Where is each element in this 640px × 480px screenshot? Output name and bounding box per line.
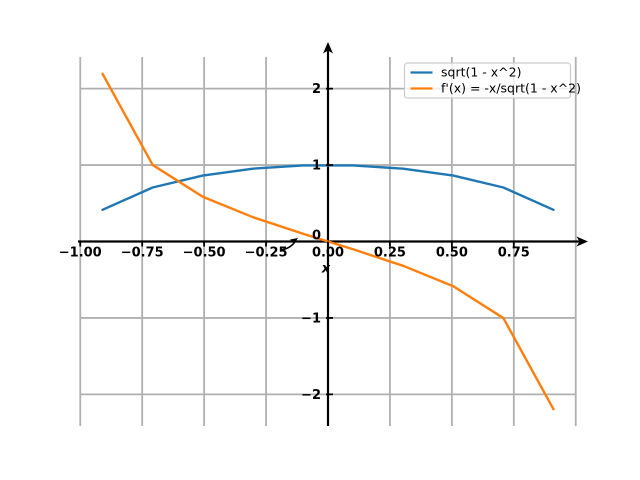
- x-tick-label: −0.25: [245, 246, 288, 261]
- y-tick-label: −1: [301, 311, 321, 326]
- x-tick-label: −0.75: [121, 246, 164, 261]
- x-tick-label: 0.00: [312, 246, 344, 261]
- annotation-arrowhead-icon: [290, 237, 299, 244]
- x-tick-label: −0.50: [183, 246, 226, 261]
- x-tick-label: 0.25: [374, 246, 406, 261]
- x-tick-label: −1.00: [59, 246, 102, 261]
- x-tick-label: 0.75: [498, 246, 530, 261]
- y-tick-label: 2: [312, 82, 321, 97]
- y-tick-label: −2: [301, 388, 321, 403]
- y-tick-label-zero: 0: [312, 229, 321, 244]
- x-axis-variable-label: x: [321, 262, 331, 277]
- legend-entry-label: sqrt(1 - x^2): [441, 65, 521, 80]
- x-tick-label: 0.50: [436, 246, 468, 261]
- legend-entry-label: f'(x) = -x/sqrt(1 - x^2): [441, 81, 581, 96]
- x-axis-arrowhead-icon: [576, 236, 588, 247]
- y-axis-arrowhead-icon: [323, 42, 333, 54]
- y-tick-label: 1: [312, 159, 321, 174]
- legend-box: [403, 62, 572, 99]
